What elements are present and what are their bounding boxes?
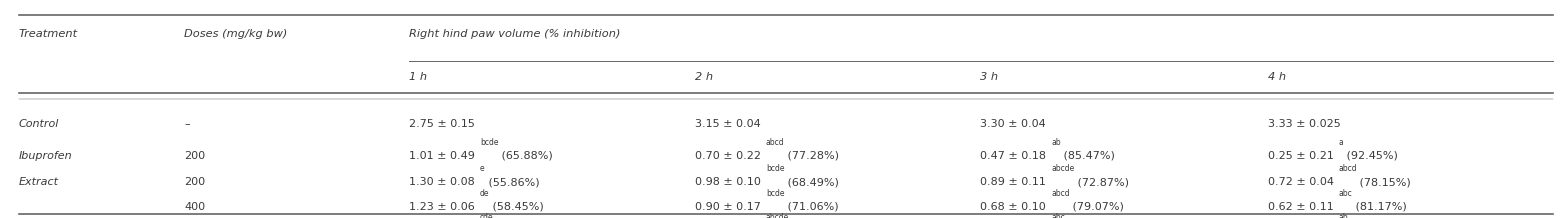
Text: de: de [481,189,490,198]
Text: (92.45%): (92.45%) [1342,151,1399,161]
Text: (77.28%): (77.28%) [784,151,838,161]
Text: 3.30 ± 0.04: 3.30 ± 0.04 [980,119,1046,129]
Text: –: – [184,119,190,129]
Text: Ibuprofen: Ibuprofen [19,151,72,161]
Text: 0.98 ± 0.10: 0.98 ± 0.10 [695,177,760,187]
Text: 0.70 ± 0.22: 0.70 ± 0.22 [695,151,760,161]
Text: 1.30 ± 0.08: 1.30 ± 0.08 [409,177,475,187]
Text: 4 h: 4 h [1268,72,1286,82]
Text: Control: Control [19,119,59,129]
Text: 3.33 ± 0.025: 3.33 ± 0.025 [1268,119,1341,129]
Text: 200: 200 [184,177,206,187]
Text: 200: 200 [184,151,206,161]
Text: Right hind paw volume (% inhibition): Right hind paw volume (% inhibition) [409,29,620,39]
Text: (58.45%): (58.45%) [489,202,543,212]
Text: (71.06%): (71.06%) [784,202,838,212]
Text: (81.17%): (81.17%) [1352,202,1406,212]
Text: abcde: abcde [766,213,788,218]
Text: 0.62 ± 0.11: 0.62 ± 0.11 [1268,202,1333,212]
Text: bcde: bcde [766,164,784,174]
Text: 0.72 ± 0.04: 0.72 ± 0.04 [1268,177,1333,187]
Text: 1 h: 1 h [409,72,428,82]
Text: cde: cde [481,213,493,218]
Text: abc: abc [1339,189,1352,198]
Text: Treatment: Treatment [19,29,78,39]
Text: (85.47%): (85.47%) [1060,151,1115,161]
Text: 0.90 ± 0.17: 0.90 ± 0.17 [695,202,760,212]
Text: 0.47 ± 0.18: 0.47 ± 0.18 [980,151,1046,161]
Text: bcde: bcde [481,138,498,147]
Text: (79.07%): (79.07%) [1069,202,1124,212]
Text: abcd: abcd [766,138,785,147]
Text: (72.87%): (72.87%) [1074,177,1129,187]
Text: (65.88%): (65.88%) [498,151,553,161]
Text: 0.25 ± 0.21: 0.25 ± 0.21 [1268,151,1333,161]
Text: 3 h: 3 h [980,72,999,82]
Text: ab: ab [1052,138,1061,147]
Text: bcde: bcde [766,189,784,198]
Text: 2.75 ± 0.15: 2.75 ± 0.15 [409,119,475,129]
Text: 1.01 ± 0.49: 1.01 ± 0.49 [409,151,475,161]
Text: abcd: abcd [1339,164,1358,174]
Text: abc: abc [1052,213,1065,218]
Text: Extract: Extract [19,177,59,187]
Text: abcd: abcd [1052,189,1071,198]
Text: 1.23 ± 0.06: 1.23 ± 0.06 [409,202,475,212]
Text: 2 h: 2 h [695,72,713,82]
Text: (68.49%): (68.49%) [784,177,838,187]
Text: abcde: abcde [1052,164,1074,174]
Text: Doses (mg/kg bw): Doses (mg/kg bw) [184,29,287,39]
Text: ab: ab [1339,213,1349,218]
Text: e: e [481,164,485,174]
Text: 0.89 ± 0.11: 0.89 ± 0.11 [980,177,1046,187]
Text: a: a [1339,138,1344,147]
Text: 0.68 ± 0.10: 0.68 ± 0.10 [980,202,1046,212]
Text: 400: 400 [184,202,206,212]
Text: 3.15 ± 0.04: 3.15 ± 0.04 [695,119,760,129]
Text: (55.86%): (55.86%) [484,177,539,187]
Text: (78.15%): (78.15%) [1357,177,1411,187]
